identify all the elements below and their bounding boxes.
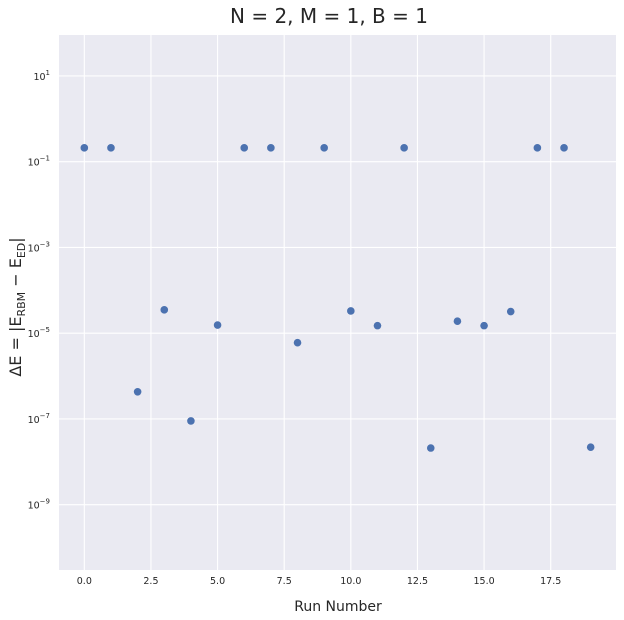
data-point bbox=[293, 338, 302, 347]
data-point bbox=[506, 307, 515, 316]
y-tick-label: 10−5 bbox=[28, 326, 50, 340]
data-point bbox=[267, 144, 275, 152]
x-tick-label: 15.0 bbox=[474, 576, 495, 587]
plot-area bbox=[59, 35, 616, 570]
x-tick-label: 5.0 bbox=[210, 576, 225, 587]
data-point bbox=[133, 387, 142, 396]
data-point bbox=[480, 321, 488, 330]
x-tick-label: 17.5 bbox=[540, 576, 561, 587]
data-point bbox=[533, 144, 542, 152]
x-axis-label: Run Number bbox=[294, 599, 382, 615]
y-label-suffix: | bbox=[6, 237, 25, 242]
y-tick-label: 10−3 bbox=[28, 240, 50, 254]
y-tick-label: 10−1 bbox=[28, 155, 50, 169]
data-point bbox=[240, 144, 249, 152]
data-point bbox=[80, 144, 89, 152]
grid-lines bbox=[59, 35, 616, 570]
x-tick-label: 0.0 bbox=[77, 576, 92, 587]
y-tick-label: 10−9 bbox=[28, 498, 50, 512]
x-tick-label: 12.5 bbox=[407, 576, 428, 587]
x-tick-label: 2.5 bbox=[143, 576, 158, 587]
data-point bbox=[160, 306, 169, 314]
y-tick-label: 101 bbox=[33, 69, 50, 83]
x-tick-label: 7.5 bbox=[277, 576, 292, 587]
data-point bbox=[453, 317, 462, 326]
data-point bbox=[400, 144, 408, 152]
data-point bbox=[560, 144, 568, 152]
data-point bbox=[320, 144, 328, 152]
data-point bbox=[347, 307, 355, 315]
data-point bbox=[373, 321, 382, 330]
y-axis-label: ΔE = |ERBM − EED| bbox=[6, 237, 28, 376]
chart-title: N = 2, M = 1, B = 1 bbox=[230, 4, 428, 28]
y-tick-labels: 101 10−1 10−3 10−5 10−7 10−9 bbox=[28, 69, 50, 512]
data-point bbox=[213, 321, 222, 329]
y-label-prefix: ΔE = |E bbox=[6, 317, 25, 377]
y-label-sub-ed: ED bbox=[15, 243, 28, 258]
data-point bbox=[187, 417, 195, 425]
data-point bbox=[426, 444, 435, 452]
y-label-sub-rbm: RBM bbox=[15, 292, 28, 317]
y-tick-label: 10−7 bbox=[28, 412, 50, 426]
x-tick-labels: 0.0 2.5 5.0 7.5 10.0 12.5 15.0 17.5 bbox=[77, 576, 562, 587]
data-points bbox=[80, 144, 595, 452]
data-point bbox=[586, 443, 595, 451]
y-label-mid: − E bbox=[6, 258, 25, 292]
data-point bbox=[107, 144, 115, 152]
x-tick-label: 10.0 bbox=[340, 576, 361, 587]
